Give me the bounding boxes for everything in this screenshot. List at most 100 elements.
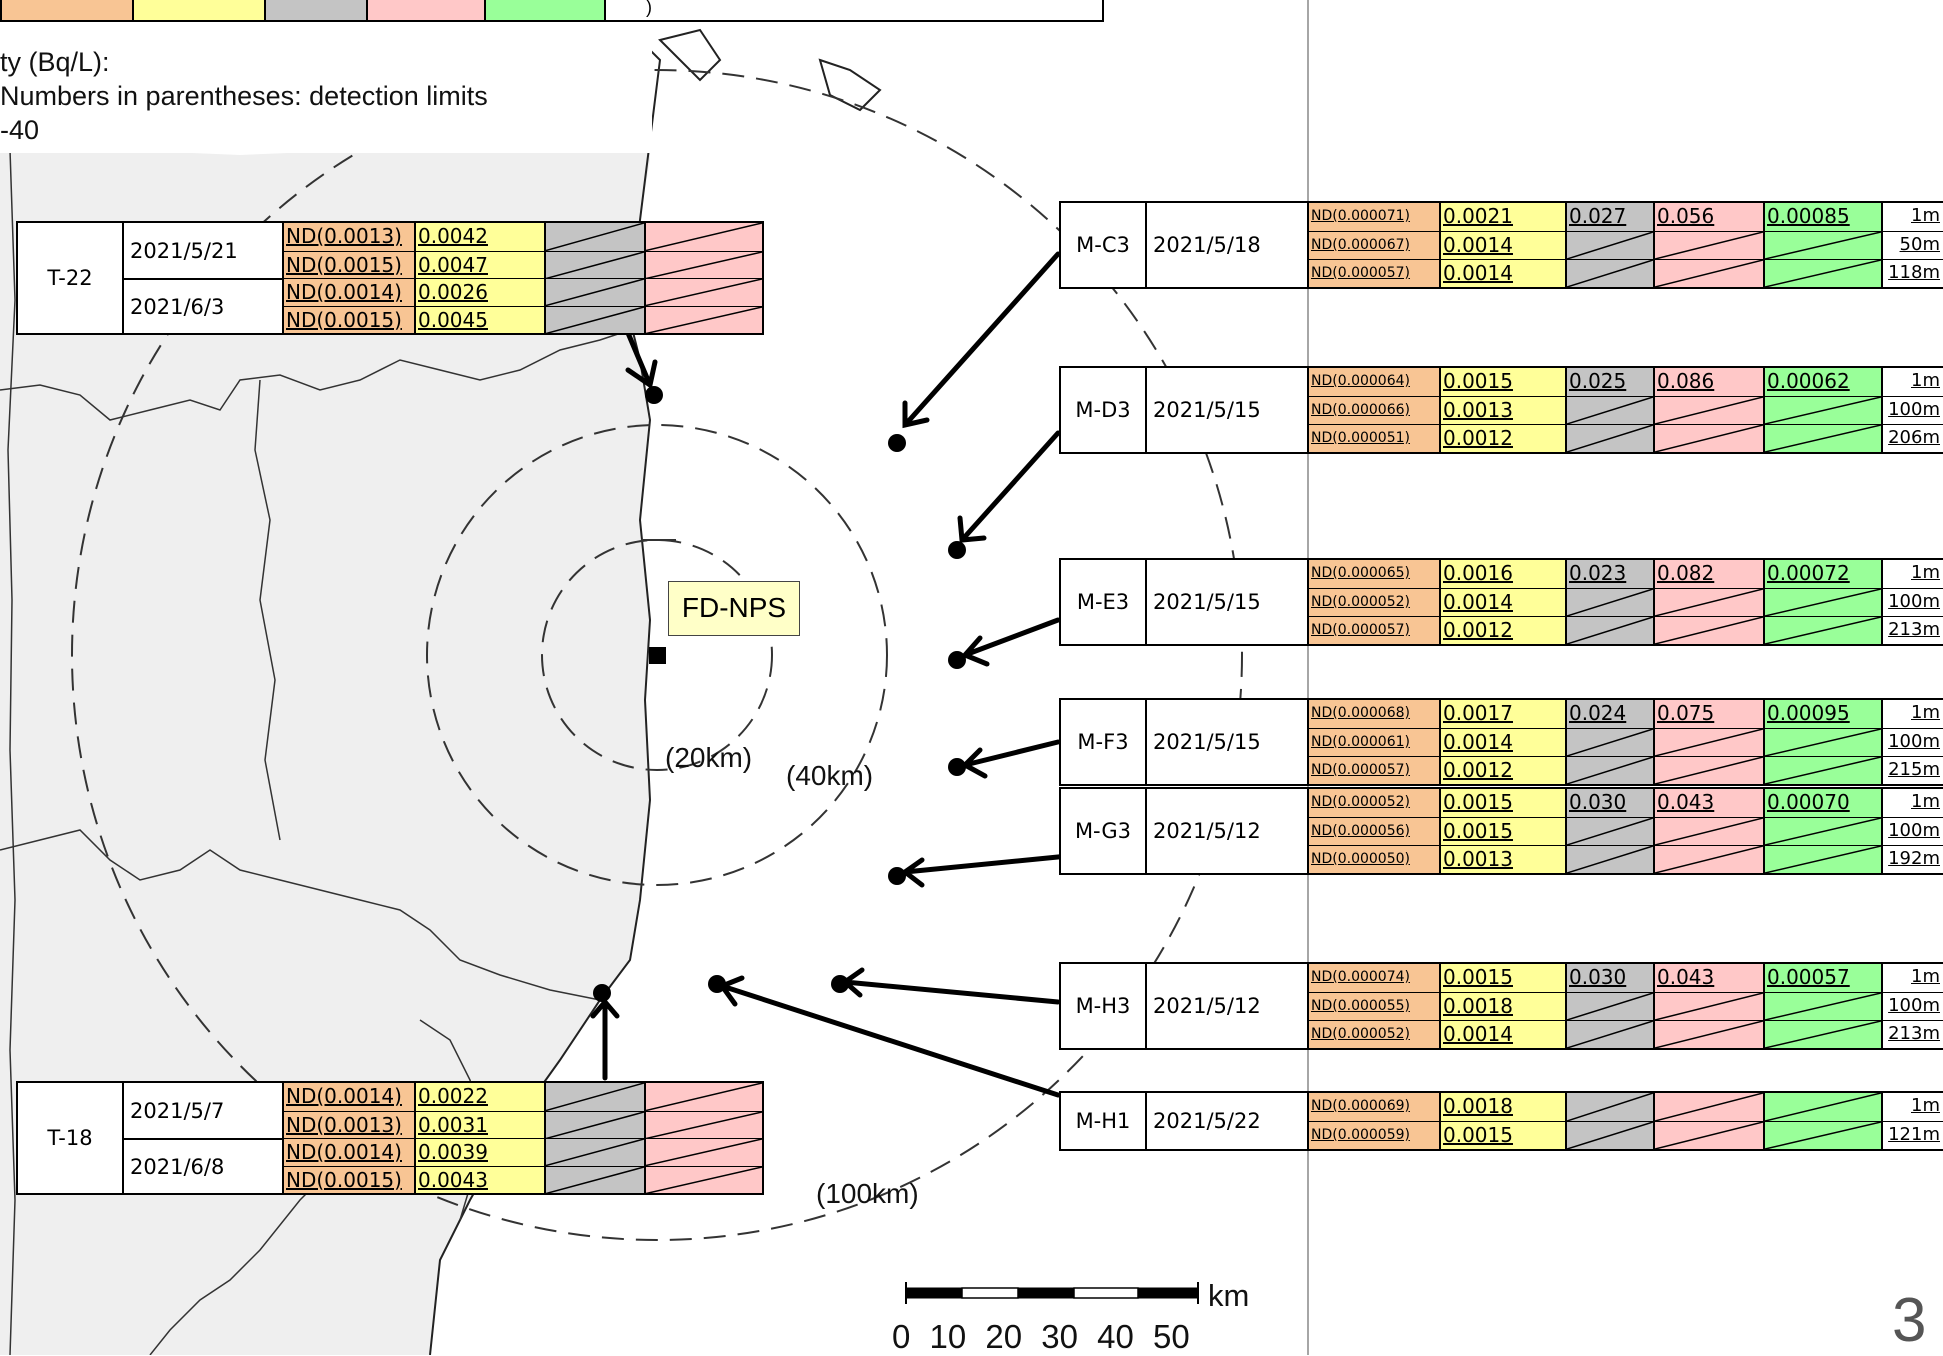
station-name: T-22 xyxy=(18,223,124,333)
depth-cell: 100m xyxy=(1881,992,1943,1020)
value-cell: ND(0.0013) xyxy=(282,1110,414,1138)
plant-label: FD-NPS xyxy=(668,581,800,636)
value-cell xyxy=(644,1138,762,1166)
value-cell xyxy=(1653,756,1763,784)
value-cell: ND(0.0013) xyxy=(282,223,414,251)
station-table-m-g3: M-G3 2021/5/12 ND(0.000052) 0.0015 0.030 0.04… xyxy=(1059,787,1943,875)
station-table-m-d3: M-D3 2021/5/15 ND(0.000064) 0.0015 0.025 0.08… xyxy=(1059,366,1943,454)
value-cell xyxy=(1653,1121,1763,1149)
value-cell xyxy=(1653,1093,1763,1121)
distance-circles xyxy=(71,69,1243,1241)
value-cell: 0.0017 xyxy=(1439,700,1565,728)
value-cell: 0.0015 xyxy=(1439,789,1565,817)
arrow-me3 xyxy=(960,617,1061,667)
value-cell: 0.0016 xyxy=(1439,560,1565,588)
value-cell: 0.043 xyxy=(1653,964,1763,992)
station-table-m-h1: M-H1 2021/5/22 ND(0.000069) 0.0018 1m ND(0.00… xyxy=(1059,1091,1943,1151)
value-cell: ND(0.000057) xyxy=(1307,259,1439,287)
depth-cell: 1m xyxy=(1881,789,1943,817)
value-cell xyxy=(1763,845,1881,873)
value-cell: ND(0.0015) xyxy=(282,250,414,278)
station-table-m-e3: M-E3 2021/5/15 ND(0.000065) 0.0016 0.023 0.08… xyxy=(1059,558,1943,646)
sample-date: 2021/5/22 xyxy=(1153,1109,1261,1133)
value-cell xyxy=(544,278,644,306)
depth-cell: 118m xyxy=(1881,259,1943,287)
point-mf3 xyxy=(948,758,966,776)
value-cell: 0.0014 xyxy=(1439,1020,1565,1048)
station-name: M-H1 xyxy=(1061,1093,1147,1149)
legend-green xyxy=(486,0,606,20)
value-cell xyxy=(1763,817,1881,845)
value-cell xyxy=(1653,845,1763,873)
value-cell xyxy=(1653,424,1763,452)
value-cell: ND(0.000061) xyxy=(1307,728,1439,756)
depth-cell: 100m xyxy=(1881,817,1943,845)
value-cell xyxy=(644,305,762,333)
sample-date: 2021/5/12 xyxy=(1153,819,1261,843)
value-cell xyxy=(1653,396,1763,424)
value-cell: ND(0.000067) xyxy=(1307,231,1439,259)
value-cell: 0.0015 xyxy=(1439,964,1565,992)
value-cell: 0.030 xyxy=(1565,964,1653,992)
value-cell: ND(0.000055) xyxy=(1307,992,1439,1020)
station-name: M-H3 xyxy=(1061,964,1147,1048)
value-cell xyxy=(1565,992,1653,1020)
value-cell: 0.0015 xyxy=(1439,368,1565,396)
value-cell xyxy=(1565,259,1653,287)
value-cell xyxy=(1565,396,1653,424)
depth-cell: 215m xyxy=(1881,756,1943,784)
value-cell: 0.0012 xyxy=(1439,424,1565,452)
scale-ticks: 0 10 20 30 40 50 xyxy=(892,1318,1190,1355)
value-cell xyxy=(1565,424,1653,452)
value-cell: 0.025 xyxy=(1565,368,1653,396)
value-cell: 0.086 xyxy=(1653,368,1763,396)
station-name: M-G3 xyxy=(1061,789,1147,873)
sample-date: 2021/5/15 xyxy=(1153,590,1261,614)
plant-marker xyxy=(649,647,666,664)
sampling-points xyxy=(593,386,966,1002)
value-cell: ND(0.000057) xyxy=(1307,616,1439,644)
value-cell xyxy=(1763,1020,1881,1048)
value-cell: ND(0.000052) xyxy=(1307,588,1439,616)
value-cell: ND(0.000052) xyxy=(1307,1020,1439,1048)
depth-cell: 1m xyxy=(1881,203,1943,231)
value-cell: 0.082 xyxy=(1653,560,1763,588)
value-cell: ND(0.000057) xyxy=(1307,756,1439,784)
value-cell: 0.0047 xyxy=(414,250,544,278)
depth-cell: 1m xyxy=(1881,964,1943,992)
value-cell xyxy=(1565,616,1653,644)
value-cell xyxy=(1763,756,1881,784)
arrow-t18 xyxy=(590,998,620,1081)
depth-cell: 100m xyxy=(1881,396,1943,424)
value-cell: 0.0014 xyxy=(1439,588,1565,616)
arrow-mf3 xyxy=(960,739,1061,779)
note-line-2: Numbers in parentheses: detection limits xyxy=(0,81,488,111)
value-cell: 0.0013 xyxy=(1439,845,1565,873)
value-cell: 0.0012 xyxy=(1439,616,1565,644)
value-cell: ND(0.000059) xyxy=(1307,1121,1439,1149)
value-cell: 0.00062 xyxy=(1763,368,1881,396)
units-note: ty (Bq/L): Numbers in parentheses: detec… xyxy=(0,37,652,153)
value-cell: 0.0018 xyxy=(1439,992,1565,1020)
depth-cell: 100m xyxy=(1881,588,1943,616)
value-cell xyxy=(1565,1093,1653,1121)
value-cell: 0.0013 xyxy=(1439,396,1565,424)
depth-cell: 1m xyxy=(1881,368,1943,396)
value-cell: ND(0.0014) xyxy=(282,278,414,306)
value-cell xyxy=(1565,588,1653,616)
value-cell xyxy=(1653,817,1763,845)
sample-date: 2021/6/3 xyxy=(124,278,282,333)
value-cell: ND(0.000066) xyxy=(1307,396,1439,424)
legend-yellow xyxy=(134,0,266,20)
sample-date: 2021/5/15 xyxy=(1153,730,1261,754)
value-cell xyxy=(544,250,644,278)
value-cell xyxy=(1653,231,1763,259)
value-cell xyxy=(1653,728,1763,756)
sample-date: 2021/5/7 xyxy=(130,1098,225,1123)
value-cell: 0.0043 xyxy=(414,1165,544,1193)
circle-20km xyxy=(541,539,773,771)
value-cell: ND(0.000052) xyxy=(1307,789,1439,817)
value-cell xyxy=(1763,616,1881,644)
depth-cell: 50m xyxy=(1881,231,1943,259)
value-cell xyxy=(1653,259,1763,287)
